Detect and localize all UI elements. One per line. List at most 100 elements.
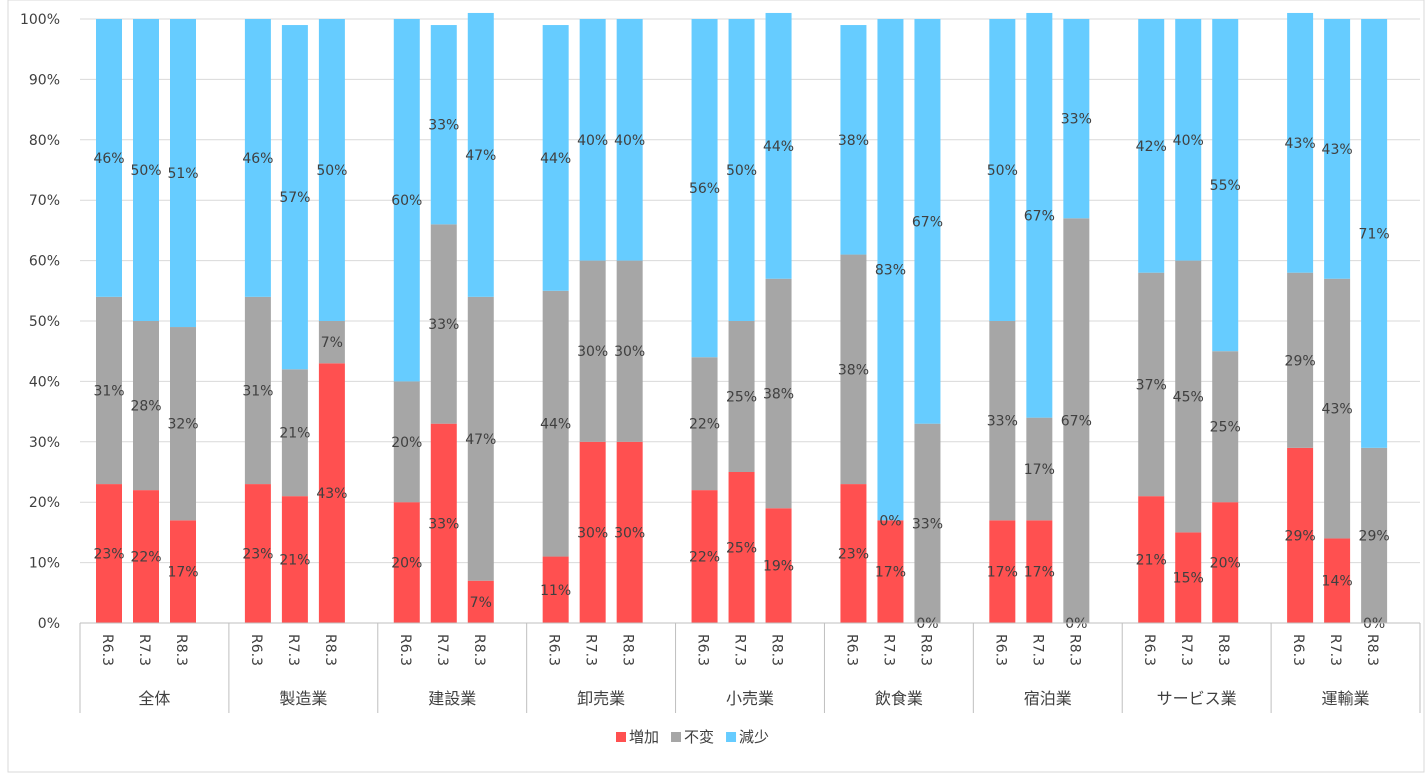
bar-segment-same: [1324, 278, 1351, 539]
data-label: 17%: [1024, 462, 1055, 478]
bar-segment-dec: [1175, 19, 1202, 261]
data-label: 40%: [1173, 133, 1204, 149]
bar-segment-same: [1063, 218, 1090, 623]
data-label: 17%: [167, 565, 198, 581]
data-label: 20%: [391, 556, 422, 572]
bar-segment-dec: [1212, 19, 1239, 352]
bar-segment-dec: [1138, 19, 1165, 273]
bar-segment-same: [914, 423, 941, 623]
x-tick-label: R6.3: [992, 634, 1008, 666]
x-tick-label: R7.3: [880, 634, 896, 666]
data-label: 50%: [726, 163, 757, 179]
data-label: 60%: [391, 193, 422, 209]
x-tick-label: R7.3: [285, 634, 301, 666]
data-label: 19%: [763, 559, 794, 575]
x-tick-label: R8.3: [471, 634, 487, 666]
bar-segment-dec: [244, 19, 271, 297]
y-axis: 0% 10% 20% 30% 40% 50% 60% 70% 80% 90% 100%: [20, 12, 60, 632]
bar-segment-inc: [281, 496, 308, 623]
data-label: 22%: [689, 417, 720, 433]
legend-swatch-dec: [726, 732, 737, 742]
bar-segment-dec: [542, 25, 569, 291]
bar-segment-same: [765, 278, 792, 509]
y-tick-label: 90%: [29, 72, 60, 88]
bar-segment-dec: [281, 25, 308, 370]
data-label: 40%: [614, 133, 645, 149]
y-tick-label: 60%: [29, 254, 60, 270]
bar-segment-dec: [467, 12, 494, 297]
bar-segment-inc: [765, 508, 792, 623]
bar-segment-inc: [728, 472, 755, 623]
data-label: 25%: [726, 390, 757, 406]
bar-segment-dec: [133, 19, 159, 321]
y-tick-label: 100%: [20, 12, 60, 28]
data-label: 33%: [987, 414, 1018, 430]
data-label: 47%: [465, 432, 496, 448]
bar-segment-inc: [1212, 502, 1239, 623]
data-label: 20%: [391, 435, 422, 451]
data-label: 29%: [1359, 528, 1390, 544]
bar-segment-dec: [989, 19, 1016, 321]
data-label: 33%: [428, 516, 459, 532]
x-tick-label: R6.3: [99, 634, 115, 666]
x-tick-label: R6.3: [248, 634, 264, 666]
data-label: 29%: [1285, 528, 1316, 544]
data-label: 33%: [1061, 112, 1092, 128]
bar-segment-inc: [616, 441, 643, 623]
bar-segment-same: [840, 254, 867, 485]
data-label: 67%: [1024, 208, 1055, 224]
data-label: 20%: [1210, 556, 1241, 572]
x-tick-label: R7.3: [732, 634, 748, 666]
x-axis: R6.3 R7.3 R8.3 全体 R6.3 R7.3 R8.3 製造業 R6.3 R7.3 R8.…: [79, 622, 1421, 713]
category-label: 飲食業: [875, 689, 923, 708]
y-tick-label: 30%: [29, 435, 60, 451]
data-label: 45%: [1173, 390, 1204, 406]
data-label: 50%: [130, 163, 161, 179]
bar-segment-inc: [133, 490, 159, 623]
data-label: 17%: [875, 565, 906, 581]
legend: 増加 不変 減少: [616, 728, 769, 746]
bar-segment-same: [393, 381, 420, 503]
bar-segment-inc: [96, 484, 122, 623]
x-tick-label: R7.3: [1029, 634, 1045, 666]
x-tick-label: R6.3: [1290, 634, 1306, 666]
data-label: 55%: [1210, 178, 1241, 194]
bar-segment-inc: [1324, 538, 1351, 623]
category-label: サービス業: [1157, 689, 1237, 708]
data-label: 17%: [987, 565, 1018, 581]
data-label: 29%: [1285, 353, 1316, 369]
data-label: 43%: [1285, 136, 1316, 152]
bar-segment-same: [691, 357, 718, 491]
y-tick-label: 50%: [29, 314, 60, 330]
y-tick-label: 20%: [29, 495, 60, 511]
x-tick-label: R7.3: [583, 634, 599, 666]
y-tick-label: 0%: [38, 616, 60, 632]
bar-segment-same: [430, 224, 457, 424]
data-label: 7%: [470, 595, 492, 611]
bar-segment-same: [133, 321, 159, 491]
data-label: 44%: [540, 417, 571, 433]
legend-label: 不変: [684, 728, 714, 746]
x-tick-label: R8.3: [769, 634, 785, 666]
bar-segment-dec: [765, 12, 792, 279]
data-label: 30%: [577, 525, 608, 541]
bar-segment-inc: [318, 363, 345, 623]
category-label: 全体: [138, 689, 170, 708]
bar-segment-inc: [877, 520, 904, 623]
y-tick-label: 40%: [29, 374, 60, 390]
data-label: 23%: [242, 547, 273, 563]
bar-segment-same: [728, 321, 755, 472]
bar-segment-dec: [1287, 12, 1314, 273]
bar-segment-same: [1138, 272, 1165, 497]
bar-segment-same: [281, 369, 308, 497]
bar-segment-inc: [1175, 532, 1202, 623]
bar-segment-dec: [430, 25, 457, 225]
legend-swatch-inc: [616, 732, 626, 742]
data-label: 67%: [1061, 414, 1092, 430]
legend-label: 増加: [629, 728, 659, 746]
bar-segment-dec: [96, 19, 122, 297]
bar-segment-inc: [430, 423, 457, 623]
data-label: 42%: [1136, 139, 1167, 155]
bar-segment-same: [1175, 260, 1202, 533]
